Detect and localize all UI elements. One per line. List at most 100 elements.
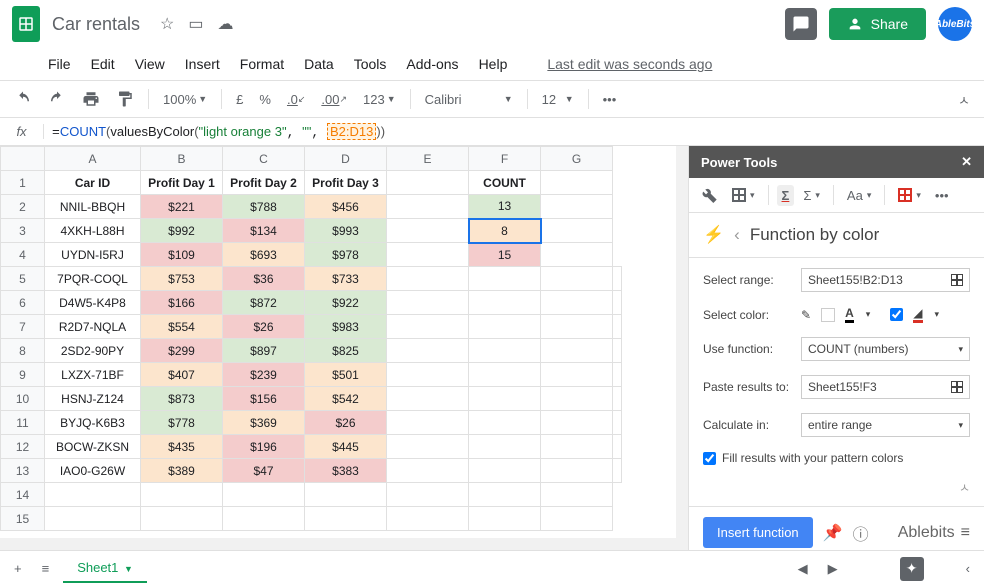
cell[interactable]: $983 xyxy=(305,315,387,339)
redo-button[interactable] xyxy=(42,86,72,112)
row-header[interactable]: 7 xyxy=(1,315,45,339)
cell[interactable]: $407 xyxy=(141,363,223,387)
cell[interactable]: $978 xyxy=(305,243,387,267)
cell[interactable]: 2SD2-90PY xyxy=(45,339,141,363)
cell[interactable]: $445 xyxy=(305,435,387,459)
cell[interactable] xyxy=(613,363,622,387)
tab-nav-left[interactable]: ◀ xyxy=(792,557,814,581)
cell[interactable] xyxy=(541,411,613,435)
cell[interactable] xyxy=(141,507,223,531)
tab-nav-right[interactable]: ▶ xyxy=(822,557,844,581)
paint-format-button[interactable] xyxy=(110,86,140,112)
all-sheets-button[interactable]: ≡ xyxy=(36,557,56,580)
cell[interactable]: NNIL-BBQH xyxy=(45,195,141,219)
undo-button[interactable] xyxy=(8,86,38,112)
cell[interactable] xyxy=(45,507,141,531)
cell[interactable] xyxy=(469,411,541,435)
cell[interactable]: $693 xyxy=(223,243,305,267)
cell[interactable]: $134 xyxy=(223,219,305,243)
cell[interactable]: Profit Day 1 xyxy=(141,171,223,195)
cell[interactable] xyxy=(387,315,469,339)
cell[interactable]: $922 xyxy=(305,291,387,315)
row-header[interactable]: 9 xyxy=(1,363,45,387)
cell[interactable] xyxy=(387,195,469,219)
cell[interactable] xyxy=(541,195,613,219)
col-header[interactable]: C xyxy=(223,147,305,171)
row-header[interactable]: 8 xyxy=(1,339,45,363)
range-input[interactable]: Sheet155!B2:D13 xyxy=(801,268,970,292)
insert-function-button[interactable]: Insert function xyxy=(703,517,813,548)
cell[interactable]: $501 xyxy=(305,363,387,387)
cell[interactable]: $456 xyxy=(305,195,387,219)
cell[interactable] xyxy=(541,507,613,531)
cell[interactable]: $299 xyxy=(141,339,223,363)
tool-wrench-icon[interactable] xyxy=(697,184,723,206)
sheet-tab[interactable]: Sheet1 ▼ xyxy=(63,554,147,583)
cell[interactable] xyxy=(469,339,541,363)
cell[interactable]: Car ID xyxy=(45,171,141,195)
col-header[interactable]: F xyxy=(469,147,541,171)
cell[interactable]: $873 xyxy=(141,387,223,411)
sheets-icon[interactable] xyxy=(12,6,40,42)
eyedropper-icon[interactable]: ✎ xyxy=(801,308,811,322)
cell[interactable] xyxy=(387,435,469,459)
close-panel-button[interactable]: ✕ xyxy=(961,154,972,170)
cell[interactable]: HSNJ-Z124 xyxy=(45,387,141,411)
number-format-button[interactable]: 123▼ xyxy=(357,88,402,111)
side-panel-toggle[interactable]: ‹ xyxy=(960,557,976,580)
vertical-scrollbar[interactable] xyxy=(676,146,688,538)
cell[interactable]: $166 xyxy=(141,291,223,315)
pattern-checkbox[interactable] xyxy=(890,308,903,321)
cell[interactable]: $733 xyxy=(305,267,387,291)
row-header[interactable]: 1 xyxy=(1,171,45,195)
cell[interactable] xyxy=(387,507,469,531)
cell[interactable]: $196 xyxy=(223,435,305,459)
cell[interactable] xyxy=(387,459,469,483)
explore-button[interactable]: ✦ xyxy=(900,557,924,581)
cell[interactable] xyxy=(613,339,622,363)
tool-text-button[interactable]: Aa▾ xyxy=(842,185,876,206)
cell[interactable]: R2D7-NQLA xyxy=(45,315,141,339)
move-icon[interactable]: ▭ xyxy=(188,14,203,34)
row-header[interactable]: 15 xyxy=(1,507,45,531)
zoom-select[interactable]: 100%▼ xyxy=(157,88,213,111)
row-header[interactable]: 14 xyxy=(1,483,45,507)
cell[interactable] xyxy=(541,459,613,483)
cell[interactable] xyxy=(469,291,541,315)
paste-input[interactable]: Sheet155!F3 xyxy=(801,375,970,399)
cloud-icon[interactable]: ☁ xyxy=(218,14,234,34)
cell[interactable] xyxy=(469,507,541,531)
cell[interactable]: $872 xyxy=(223,291,305,315)
cell[interactable] xyxy=(469,315,541,339)
cell[interactable] xyxy=(469,459,541,483)
share-button[interactable]: Share xyxy=(829,8,926,40)
cell[interactable]: $788 xyxy=(223,195,305,219)
cell[interactable]: BOCW-ZKSN xyxy=(45,435,141,459)
doc-title[interactable]: Car rentals xyxy=(52,14,140,35)
collapse-icon[interactable]: ㅅ xyxy=(703,479,970,496)
more-button[interactable]: ••• xyxy=(597,88,623,111)
cell[interactable] xyxy=(469,387,541,411)
cell[interactable]: $992 xyxy=(141,219,223,243)
comments-button[interactable] xyxy=(785,8,817,40)
paint-icon[interactable]: ◢ xyxy=(913,306,922,323)
cell[interactable] xyxy=(541,435,613,459)
row-header[interactable]: 12 xyxy=(1,435,45,459)
cell[interactable]: $825 xyxy=(305,339,387,363)
pin-icon[interactable]: 📌 xyxy=(823,523,843,543)
cell[interactable] xyxy=(541,171,613,195)
font-color-button[interactable]: A xyxy=(845,306,854,323)
menu-file[interactable]: File xyxy=(40,52,79,76)
cell[interactable] xyxy=(613,459,622,483)
cell[interactable] xyxy=(387,363,469,387)
cell[interactable]: D4W5-K4P8 xyxy=(45,291,141,315)
row-header[interactable]: 10 xyxy=(1,387,45,411)
cell[interactable]: $753 xyxy=(141,267,223,291)
cell[interactable]: 7PQR-COQL xyxy=(45,267,141,291)
cell[interactable]: $26 xyxy=(305,411,387,435)
row-header[interactable]: 13 xyxy=(1,459,45,483)
cell[interactable] xyxy=(141,483,223,507)
cell[interactable] xyxy=(305,507,387,531)
row-header[interactable]: 3 xyxy=(1,219,45,243)
cell[interactable] xyxy=(469,435,541,459)
